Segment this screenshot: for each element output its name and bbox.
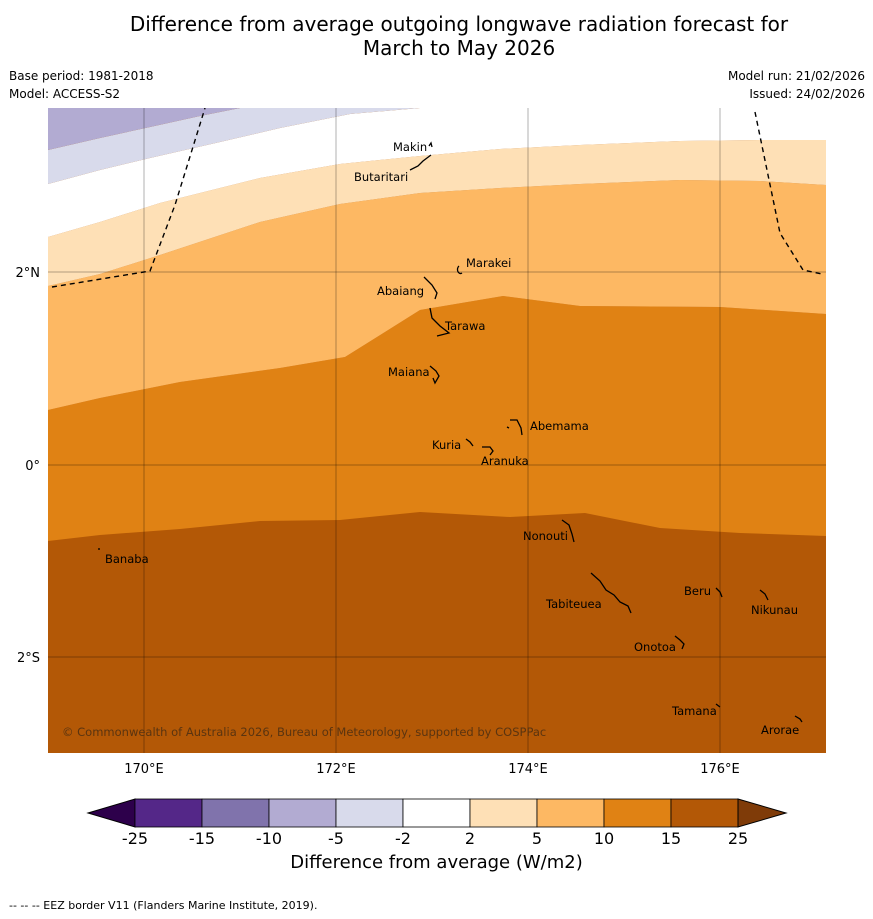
label-tarawa: Tarawa — [444, 319, 485, 333]
colorbar-segment — [201, 798, 270, 828]
y-tick-2s: 2°S — [17, 651, 40, 666]
label-nonouti: Nonouti — [523, 529, 568, 543]
island-aranuka — [482, 446, 494, 456]
x-tick-174e: 174°E — [508, 762, 548, 777]
colorbar-tick: -2 — [395, 829, 411, 848]
footnote: -- -- -- EEZ border V11 (Flanders Marine… — [9, 899, 318, 912]
colorbar-segment — [469, 798, 538, 828]
colorbar-segment — [536, 798, 605, 828]
colorbar-tick: -10 — [256, 829, 282, 848]
map-area: Makin Butaritari Marakei Abaiang Tarawa … — [48, 108, 826, 753]
base-period: Base period: 1981-2018 — [9, 69, 154, 83]
islands — [98, 141, 803, 723]
colorbar-tick: -25 — [122, 829, 148, 848]
band-10-15 — [48, 296, 826, 541]
colorbar-ticks: -25 -15 -10 -5 -2 2 5 10 15 25 — [122, 829, 748, 848]
island-marakei — [456, 265, 463, 275]
island-butaritari — [409, 154, 432, 171]
colorbar-segment — [402, 798, 471, 828]
axis-labels: 170°E 172°E 174°E 176°E 2°N 0° 2°S — [16, 266, 740, 777]
island-maiana — [429, 365, 440, 385]
band-2-5 — [48, 140, 826, 286]
label-onotoa: Onotoa — [634, 640, 676, 654]
band-neutral — [48, 108, 826, 237]
island-beru — [715, 587, 723, 598]
label-butaritari: Butaritari — [354, 170, 408, 184]
colorbar-extend-low — [86, 798, 136, 828]
eez-border-east — [754, 111, 823, 275]
copyright-notice: © Commonwealth of Australia 2026, Bureau… — [62, 725, 546, 739]
label-beru: Beru — [684, 584, 711, 598]
colorbar-tick: 25 — [728, 829, 748, 848]
eez-border-west — [51, 108, 206, 288]
colorbar-segment — [335, 798, 404, 828]
island-tabiteuea — [590, 572, 632, 614]
label-arorae: Arorae — [761, 723, 799, 737]
label-aranuka: Aranuka — [481, 454, 529, 468]
y-tick-0: 0° — [25, 459, 40, 474]
y-tick-2n: 2°N — [16, 266, 41, 281]
colorbar: -25 -15 -10 -5 -2 2 5 10 15 25 — [86, 798, 788, 848]
island-abaiang — [423, 276, 438, 300]
colorbar-segment — [603, 798, 672, 828]
label-marakei: Marakei — [466, 256, 511, 270]
label-tabiteuea: Tabiteuea — [545, 597, 602, 611]
gridlines — [48, 108, 826, 753]
colorbar-segment — [134, 798, 203, 828]
meta-left: Base period: 1981-2018 Model: ACCESS-S2 — [9, 67, 154, 103]
model-run: Model run: 21/02/2026 — [727, 69, 865, 83]
island-onotoa — [674, 635, 685, 650]
island-nikunau — [759, 589, 769, 601]
colorbar-tick: 15 — [661, 829, 681, 848]
x-tick-170e: 170°E — [124, 762, 164, 777]
title-line-2: March to May 2026 — [362, 36, 556, 60]
colorbar-label: Difference from average (W/m2) — [290, 852, 583, 873]
colorbar-segment — [268, 798, 337, 828]
label-nikunau: Nikunau — [751, 603, 798, 617]
label-kuria: Kuria — [432, 438, 461, 452]
x-tick-172e: 172°E — [316, 762, 356, 777]
island-nonouti — [561, 519, 575, 543]
issued-date: Issued: 24/02/2026 — [749, 87, 865, 101]
label-abaiang: Abaiang — [377, 284, 424, 298]
colorbar-tick: 2 — [465, 829, 475, 848]
island-arorae — [794, 715, 803, 723]
title-line-1: Difference from average outgoing longwav… — [129, 12, 789, 36]
colorbar-tick: 5 — [532, 829, 542, 848]
colorbar-tick: -15 — [189, 829, 215, 848]
model-name: Model: ACCESS-S2 — [9, 87, 121, 101]
band-minus-2-5 — [48, 108, 480, 184]
island-makin — [428, 141, 433, 148]
label-tamana: Tamana — [671, 704, 717, 718]
colorbar-segment — [670, 798, 739, 828]
island-kuria — [465, 438, 474, 447]
label-abemama: Abemama — [530, 419, 589, 433]
label-banaba: Banaba — [105, 552, 149, 566]
chart-title: Difference from average outgoing longwav… — [0, 12, 873, 60]
band-minus-5-10 — [48, 108, 240, 150]
label-maiana: Maiana — [388, 365, 430, 379]
x-tick-176e: 176°E — [700, 762, 740, 777]
colorbar-tick: -5 — [328, 829, 344, 848]
label-makin: Makin — [393, 140, 427, 154]
meta-right: Model run: 21/02/2026 Issued: 24/02/2026 — [728, 67, 865, 103]
island-tarawa — [429, 307, 451, 337]
colorbar-extend-high — [737, 798, 788, 828]
island-tamana — [715, 703, 721, 708]
island-abemama — [506, 419, 523, 436]
colorbar-tick: 10 — [594, 829, 614, 848]
eez-borders — [51, 108, 823, 288]
island-labels: Makin Butaritari Marakei Abaiang Tarawa … — [105, 140, 799, 737]
